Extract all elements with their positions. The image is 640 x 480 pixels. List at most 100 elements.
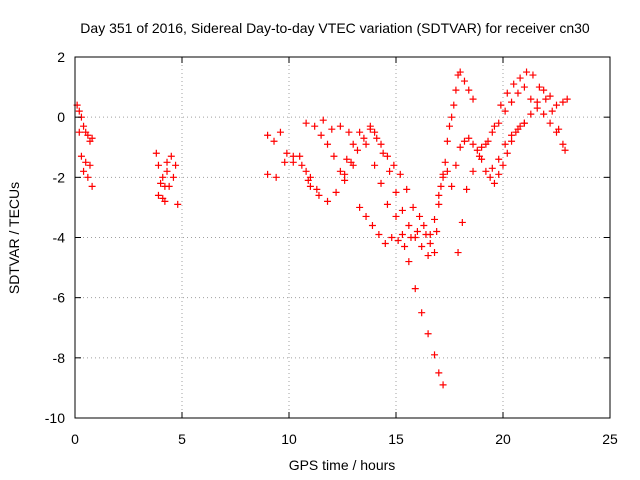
x-tick-label: 20 [495,431,511,447]
data-point [341,176,349,184]
x-tick-label: 10 [281,431,297,447]
data-point [373,134,381,142]
data-point [169,173,177,181]
data-point [264,131,272,139]
x-tick-label: 25 [602,431,618,447]
data-point [80,167,88,175]
data-point [458,218,466,226]
data-point [152,149,160,157]
data-point [431,215,439,223]
series-arc-11 [341,125,432,260]
data-point [328,125,336,133]
x-tick-label: 5 [178,431,186,447]
y-tick-label: -8 [53,350,66,366]
series-arc-7 [264,152,312,184]
data-point [478,143,486,151]
y-tick-label: 0 [57,109,65,125]
data-point [559,98,567,106]
data-point [559,140,567,148]
data-point [456,143,464,151]
data-point [516,74,524,82]
data-point [490,122,498,130]
data-point [366,122,374,130]
data-point [420,221,428,229]
x-tick-label: 0 [71,431,79,447]
data-point [332,188,340,196]
data-point [508,131,516,139]
data-point [446,122,453,130]
data-point [465,86,473,94]
x-axis-label: GPS time / hours [289,457,396,473]
data-point [315,191,323,199]
data-point [343,155,351,163]
data-point [435,191,443,199]
series-arc-18 [488,86,571,172]
data-point [383,152,391,160]
data-point [304,176,312,184]
data-point [482,167,490,175]
data-point [381,240,389,248]
y-axis-label: SDTVAR / TECUs [6,182,22,294]
data-point [159,173,167,181]
data-point [540,86,548,94]
data-point [465,134,473,142]
data-point [422,230,430,238]
y-tick-label: -2 [53,169,66,185]
data-point [431,351,439,359]
data-point [163,158,171,166]
data-point [497,101,505,109]
series-arc-4 [154,152,180,199]
data-point [302,167,310,175]
data-point [555,125,563,133]
data-point [529,71,537,79]
series-arc-13 [366,122,430,238]
data-point [463,185,471,193]
data-point [86,161,94,169]
series-arc-6 [264,128,321,193]
data-point [405,221,413,229]
data-point [499,161,507,169]
data-point [405,258,413,266]
data-point [362,140,370,148]
data-point [88,182,96,190]
data-point [484,137,492,145]
data-point [289,152,297,160]
data-point [514,89,522,97]
series-arc-2 [75,107,96,145]
data-point [495,119,503,127]
data-point [356,128,364,136]
data-point [386,167,394,175]
data-point [154,191,162,199]
data-point [311,122,319,130]
data-point [426,240,434,248]
series-arc-14 [431,68,477,257]
data-point [431,249,439,257]
data-point [75,128,83,136]
data-point [383,200,391,208]
series-arc-1 [73,101,96,190]
series-arc-16 [454,83,567,257]
data-point [503,149,511,157]
data-point [330,152,338,160]
data-point [392,188,400,196]
data-point [409,203,417,211]
data-point [349,140,357,148]
data-point [165,182,173,190]
data-point [452,161,460,169]
data-point [172,161,180,169]
data-point [324,140,332,148]
data-point [84,131,92,139]
data-point [501,107,509,115]
data-point [167,152,175,160]
data-point [377,179,385,187]
data-point [84,173,92,181]
y-tick-label: -10 [45,410,65,426]
data-point [396,170,404,178]
data-point [546,92,554,100]
data-point [317,131,325,139]
data-point [523,68,531,76]
data-point [490,179,498,187]
data-point [520,119,528,127]
data-point [379,149,387,157]
data-point [514,125,522,133]
